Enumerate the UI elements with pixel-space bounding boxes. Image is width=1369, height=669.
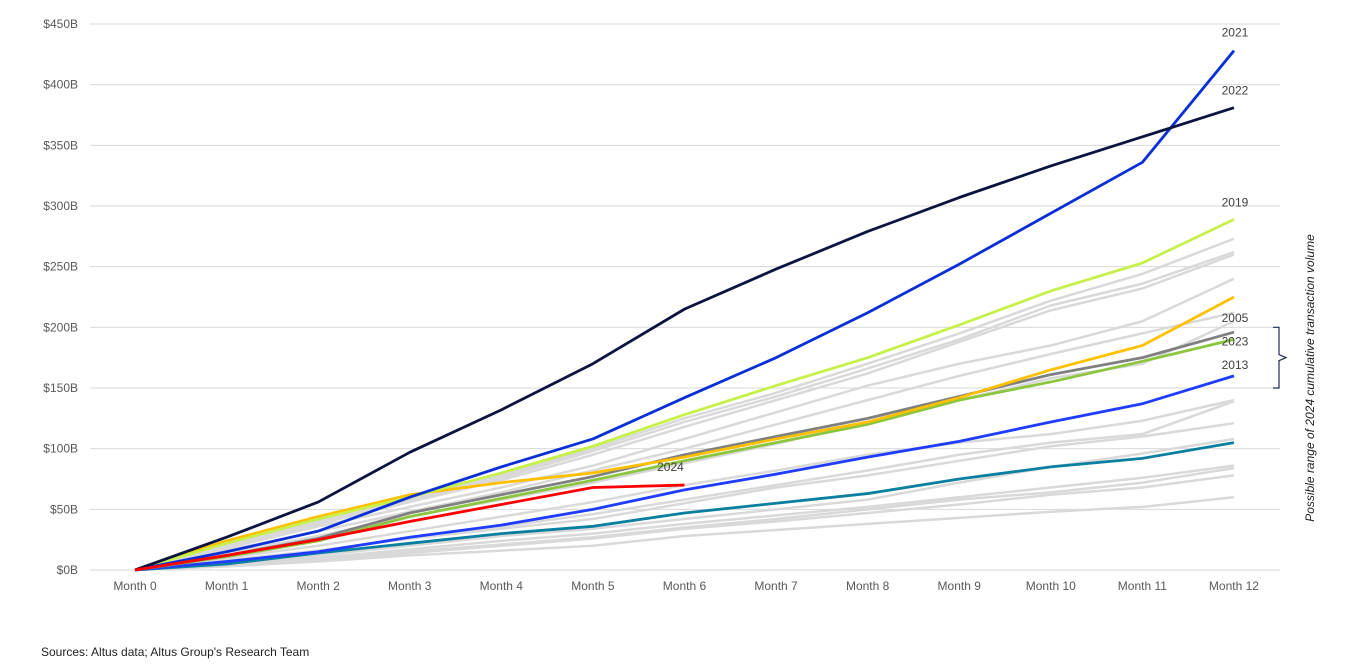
series-label: 2019: [1222, 195, 1249, 209]
x-tick-label: Month 11: [1118, 579, 1167, 593]
series-label: 2023: [1222, 334, 1249, 348]
background-series-line: [134, 495, 1235, 572]
y-tick-label: $50B: [50, 502, 78, 516]
series-label: 2005: [1222, 311, 1249, 325]
background-series-line: [134, 253, 1235, 572]
y-tick-label: $100B: [43, 442, 78, 456]
series-line-unlabeled: [134, 295, 1235, 572]
x-tick-label: Month 7: [754, 579, 798, 593]
y-tick-label: $300B: [43, 199, 78, 213]
series-label: 2024: [657, 460, 684, 474]
x-tick-label: Month 12: [1209, 579, 1259, 593]
source-note: Sources: Altus data; Altus Group's Resea…: [41, 645, 310, 659]
x-tick-label: Month 5: [571, 579, 615, 593]
x-tick-label: Month 3: [388, 579, 432, 593]
x-tick-label: Month 2: [296, 579, 340, 593]
series-line-2022: [134, 106, 1235, 572]
series-label: 2022: [1222, 84, 1249, 98]
background-series-line: [134, 250, 1235, 572]
series-label: 2013: [1222, 358, 1249, 372]
series-line-2013: [134, 374, 1235, 572]
x-tick-label: Month 10: [1026, 579, 1076, 593]
series-line-2024: [134, 483, 685, 572]
x-tick-label: Month 0: [113, 579, 157, 593]
range-annotation: Possible range of 2024 cumulative transa…: [1303, 234, 1317, 522]
x-tick-label: Month 1: [205, 579, 249, 593]
y-tick-label: $150B: [43, 381, 78, 395]
y-tick-label: $0B: [57, 563, 78, 577]
series-line-2021: [134, 49, 1236, 572]
x-tick-label: Month 4: [480, 579, 524, 593]
x-tick-label: Month 6: [663, 579, 707, 593]
y-tick-label: $450B: [43, 17, 78, 31]
y-tick-label: $350B: [43, 138, 78, 152]
line-chart: $0B $50B $100B $150B $200B $250B $300B $350B $40…: [43, 17, 1317, 593]
background-series-line: [134, 277, 1235, 572]
range-bracket: [1273, 326, 1288, 389]
y-tick-label: $200B: [43, 320, 78, 334]
background-series-line: [134, 320, 1235, 572]
series-line-2019: [134, 218, 1235, 572]
series-label: 2021: [1222, 26, 1249, 40]
y-tick-label: $250B: [43, 260, 78, 274]
x-tick-label: Month 9: [938, 579, 982, 593]
x-tick-label: Month 8: [846, 579, 890, 593]
y-tick-label: $400B: [43, 78, 78, 92]
